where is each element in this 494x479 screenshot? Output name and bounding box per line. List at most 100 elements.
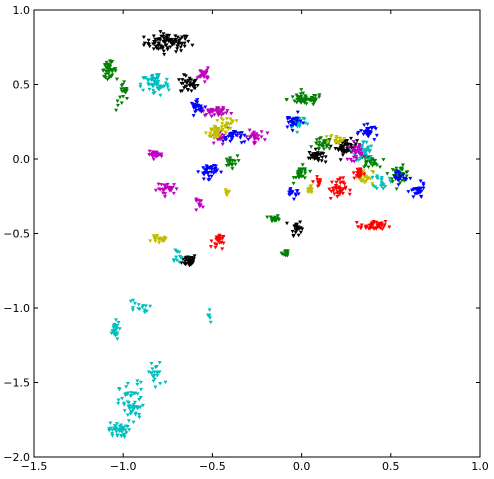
data-point xyxy=(295,130,300,135)
data-point xyxy=(309,145,314,149)
data-point xyxy=(316,156,321,161)
points-layer xyxy=(101,30,426,440)
data-point xyxy=(356,169,361,173)
data-point xyxy=(299,88,304,92)
data-point xyxy=(290,122,295,126)
data-point xyxy=(153,239,158,244)
x-tick-label: −1.0 xyxy=(110,460,137,473)
data-point xyxy=(155,371,160,375)
data-point xyxy=(223,130,228,135)
data-point xyxy=(202,73,207,77)
data-point xyxy=(223,135,228,140)
data-point xyxy=(224,189,229,194)
data-point xyxy=(295,110,300,115)
data-point xyxy=(224,193,229,198)
data-point xyxy=(302,176,307,180)
data-point xyxy=(349,150,354,155)
data-point xyxy=(197,202,202,206)
data-point xyxy=(364,224,369,229)
data-point xyxy=(353,142,358,146)
data-point xyxy=(316,143,321,148)
data-point xyxy=(135,392,140,396)
data-point xyxy=(120,89,125,94)
data-point xyxy=(291,234,296,239)
data-point xyxy=(323,155,328,159)
data-point xyxy=(136,307,141,311)
data-point xyxy=(374,133,379,138)
data-point xyxy=(178,254,183,259)
data-point xyxy=(306,190,311,195)
data-point xyxy=(173,34,178,38)
data-point xyxy=(209,114,214,119)
data-point xyxy=(374,163,379,168)
data-point xyxy=(308,169,313,174)
data-point xyxy=(131,403,136,407)
data-point xyxy=(379,181,384,185)
data-point xyxy=(215,108,220,113)
data-point xyxy=(359,129,364,133)
data-point xyxy=(211,141,216,146)
data-point xyxy=(228,126,233,131)
data-point xyxy=(110,434,115,438)
data-point xyxy=(185,88,190,93)
data-point xyxy=(280,252,285,256)
data-point xyxy=(179,49,184,53)
data-point xyxy=(343,185,348,190)
data-point xyxy=(138,380,143,385)
data-point xyxy=(148,304,153,309)
data-point xyxy=(127,407,132,411)
data-point xyxy=(356,225,361,229)
data-point xyxy=(348,188,353,193)
data-point xyxy=(220,107,225,112)
data-point xyxy=(338,137,343,141)
data-point xyxy=(174,50,179,54)
data-point xyxy=(362,150,367,154)
data-point xyxy=(293,192,298,196)
data-point xyxy=(196,170,201,174)
data-point xyxy=(124,86,129,91)
data-point xyxy=(312,98,317,103)
data-point xyxy=(225,109,230,113)
data-point xyxy=(107,63,112,68)
data-point xyxy=(157,84,162,88)
data-point xyxy=(164,38,169,43)
data-point xyxy=(183,34,188,39)
data-point xyxy=(104,60,109,65)
data-point xyxy=(194,108,199,113)
x-tick-label: −1.5 xyxy=(21,460,48,473)
data-point xyxy=(302,100,307,104)
data-point xyxy=(357,152,362,156)
data-point xyxy=(211,171,216,176)
data-point xyxy=(256,134,261,138)
data-point xyxy=(153,385,158,390)
data-point xyxy=(334,135,339,139)
data-point xyxy=(358,178,363,183)
y-tick-label: −0.5 xyxy=(3,228,30,241)
data-point xyxy=(209,129,214,133)
data-point xyxy=(296,173,301,177)
data-point xyxy=(113,69,118,73)
data-point xyxy=(208,316,213,320)
data-point xyxy=(161,32,166,36)
data-point xyxy=(221,234,226,239)
data-point xyxy=(371,221,376,225)
data-point xyxy=(230,159,235,163)
data-point xyxy=(351,140,356,144)
data-point xyxy=(379,175,384,180)
data-point xyxy=(359,148,364,152)
data-point xyxy=(355,139,360,143)
data-point xyxy=(186,39,191,44)
data-point xyxy=(159,34,164,39)
data-point xyxy=(108,74,113,79)
data-point xyxy=(345,157,350,162)
data-point xyxy=(342,182,347,186)
data-point xyxy=(152,377,157,382)
data-point xyxy=(337,185,342,189)
data-point xyxy=(209,174,214,179)
data-point xyxy=(228,117,233,121)
data-point xyxy=(368,177,373,181)
data-point xyxy=(168,37,173,42)
data-point xyxy=(296,233,301,238)
data-point xyxy=(234,133,239,138)
x-tick-label: 0.0 xyxy=(293,460,311,473)
